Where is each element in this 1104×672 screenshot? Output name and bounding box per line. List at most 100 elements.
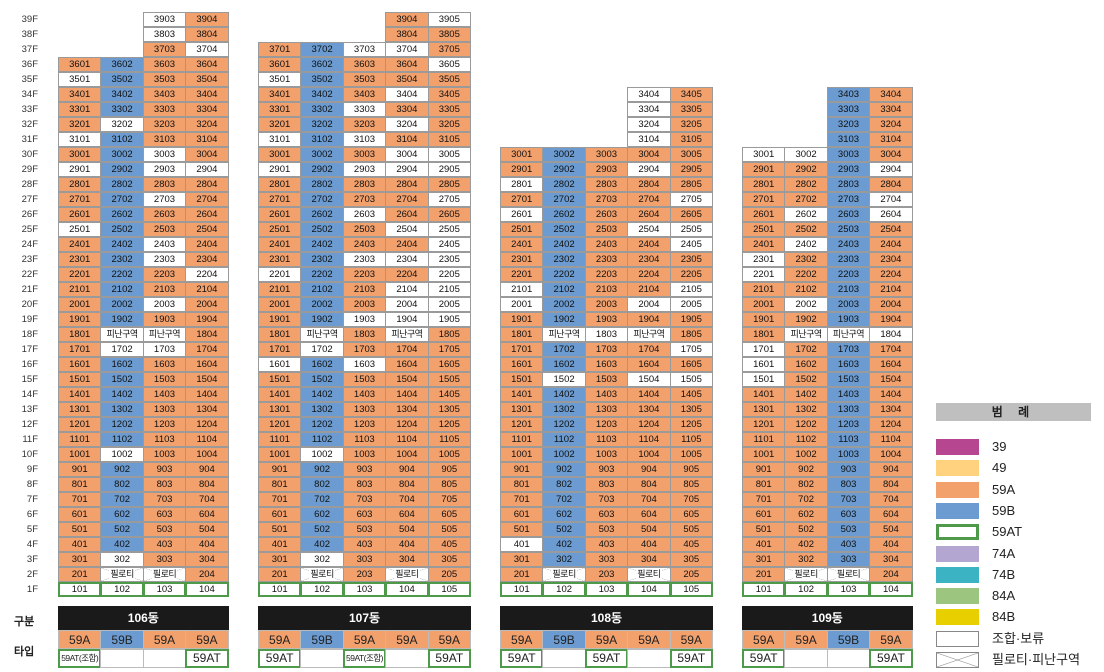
floor-label-19F: 19F	[21, 314, 38, 325]
unit-cell-1004: 1004	[185, 447, 229, 462]
unit-cell-2404: 2404	[627, 237, 671, 252]
evac-zone-cell: 피난구역	[100, 327, 144, 342]
unit-cell-2103: 2103	[142, 282, 187, 297]
unit-cell-2104: 2104	[185, 282, 229, 297]
unit-cell-3004: 3004	[869, 147, 913, 162]
floor-label-18F: 18F	[21, 329, 38, 340]
type-cell: 59B	[542, 630, 586, 649]
unit-cell-1603: 1603	[342, 357, 387, 372]
unit-cell-102: 102	[300, 582, 344, 597]
unit-cell-801: 801	[258, 477, 302, 492]
unit-cell-304: 304	[185, 552, 229, 567]
unit-cell-1302: 1302	[542, 402, 586, 417]
unit-cell-2804: 2804	[627, 177, 671, 192]
unit-cell-2105: 2105	[427, 282, 471, 297]
unit-cell-2703: 2703	[142, 192, 187, 207]
unit-cell-1203: 1203	[342, 417, 387, 432]
type-cell: 59A	[627, 630, 671, 649]
unit-cell-3804: 3804	[385, 27, 429, 42]
unit-cell-3404: 3404	[185, 87, 229, 102]
unit-cell-2704: 2704	[385, 192, 429, 207]
unit-cell-901: 901	[58, 462, 102, 477]
unit-cell-1602: 1602	[784, 357, 828, 372]
unit-cell-2601: 2601	[58, 207, 102, 222]
legend-label: 59A	[992, 481, 1016, 497]
unit-cell-702: 702	[100, 492, 144, 507]
unit-cell-1901: 1901	[258, 312, 302, 327]
pilotis-cell: 필로티	[142, 567, 187, 582]
unit-cell-2603: 2603	[826, 207, 871, 222]
unit-cell-1502: 1502	[542, 372, 586, 387]
unit-cell-2803: 2803	[142, 177, 187, 192]
type-cell: 59B	[100, 630, 144, 649]
unit-cell-2601: 2601	[258, 207, 302, 222]
unit-cell-2004: 2004	[869, 297, 913, 312]
unit-cell-1704: 1704	[385, 342, 429, 357]
unit-cell-101: 101	[742, 582, 786, 597]
type-sub-cell	[300, 649, 344, 668]
floor-label-14F: 14F	[21, 389, 38, 400]
unit-cell-2404: 2404	[869, 237, 913, 252]
unit-cell-604: 604	[385, 507, 429, 522]
unit-cell-3001: 3001	[742, 147, 786, 162]
unit-cell-904: 904	[185, 462, 229, 477]
type-sub-cell	[142, 649, 187, 668]
unit-cell-3503: 3503	[342, 72, 387, 87]
unit-cell-1404: 1404	[627, 387, 671, 402]
unit-cell-1202: 1202	[542, 417, 586, 432]
unit-cell-3604: 3604	[185, 57, 229, 72]
unit-cell-2604: 2604	[185, 207, 229, 222]
unit-cell-2604: 2604	[385, 207, 429, 222]
unit-cell-303: 303	[342, 552, 387, 567]
floor-label-15F: 15F	[21, 374, 38, 385]
unit-cell-503: 503	[584, 522, 629, 537]
unit-cell-1801: 1801	[500, 327, 544, 342]
type-sub-cell: 59AT	[584, 649, 629, 668]
unit-cell-2402: 2402	[300, 237, 344, 252]
unit-cell-401: 401	[742, 537, 786, 552]
unit-cell-2504: 2504	[627, 222, 671, 237]
floor-label-4F: 4F	[26, 539, 38, 550]
unit-cell-1904: 1904	[869, 312, 913, 327]
unit-cell-1903: 1903	[826, 312, 871, 327]
unit-cell-2901: 2901	[500, 162, 544, 177]
unit-cell-1405: 1405	[669, 387, 713, 402]
unit-cell-2602: 2602	[300, 207, 344, 222]
unit-cell-2104: 2104	[627, 282, 671, 297]
type-sub-cell: 59AT	[869, 649, 913, 668]
unit-cell-1501: 1501	[742, 372, 786, 387]
unit-cell-404: 404	[869, 537, 913, 552]
unit-cell-704: 704	[185, 492, 229, 507]
unit-cell-3202: 3202	[100, 117, 144, 132]
evac-zone-cell: 피난구역	[300, 327, 344, 342]
unit-cell-503: 503	[342, 522, 387, 537]
unit-cell-2904: 2904	[869, 162, 913, 177]
unit-cell-602: 602	[100, 507, 144, 522]
unit-cell-2003: 2003	[826, 297, 871, 312]
legend-label: 59B	[992, 502, 1016, 518]
unit-cell-3403: 3403	[142, 87, 187, 102]
unit-cell-3403: 3403	[342, 87, 387, 102]
unit-cell-3001: 3001	[58, 147, 102, 162]
unit-cell-803: 803	[584, 477, 629, 492]
unit-cell-101: 101	[500, 582, 544, 597]
unit-cell-1001: 1001	[742, 447, 786, 462]
unit-cell-901: 901	[742, 462, 786, 477]
unit-cell-1002: 1002	[542, 447, 586, 462]
unit-cell-1201: 1201	[258, 417, 302, 432]
unit-cell-2301: 2301	[742, 252, 786, 267]
unit-cell-1304: 1304	[185, 402, 229, 417]
floor-label-24F: 24F	[21, 239, 38, 250]
type-cell: 59A	[869, 630, 913, 649]
unit-cell-1304: 1304	[385, 402, 429, 417]
unit-cell-502: 502	[542, 522, 586, 537]
floor-label-12F: 12F	[21, 419, 38, 430]
unit-cell-1501: 1501	[258, 372, 302, 387]
unit-cell-804: 804	[869, 477, 913, 492]
unit-cell-3102: 3102	[300, 132, 344, 147]
unit-cell-2002: 2002	[300, 297, 344, 312]
unit-cell-603: 603	[584, 507, 629, 522]
unit-cell-1902: 1902	[542, 312, 586, 327]
type-sub-cell: 59AT	[185, 649, 229, 668]
unit-cell-203: 203	[584, 567, 629, 582]
